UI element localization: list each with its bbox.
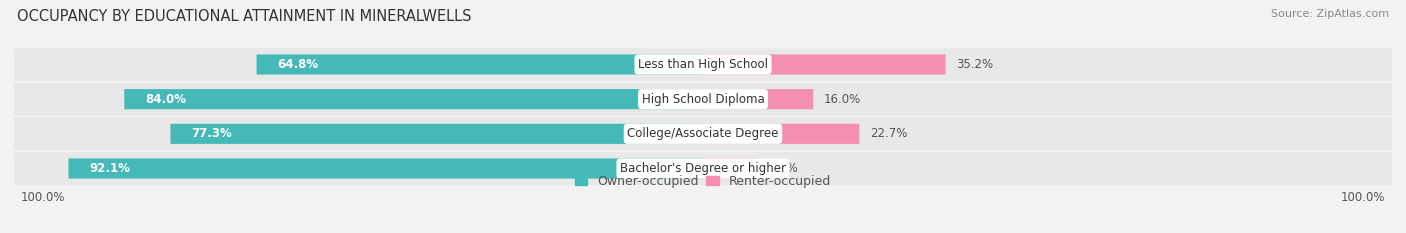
FancyBboxPatch shape [14, 83, 1392, 116]
FancyBboxPatch shape [703, 55, 945, 75]
Text: 100.0%: 100.0% [1340, 191, 1385, 204]
FancyBboxPatch shape [703, 124, 859, 144]
Text: 16.0%: 16.0% [824, 93, 860, 106]
Text: College/Associate Degree: College/Associate Degree [627, 127, 779, 140]
Text: 92.1%: 92.1% [89, 162, 129, 175]
FancyBboxPatch shape [124, 89, 703, 109]
Text: 7.9%: 7.9% [768, 162, 797, 175]
Text: 22.7%: 22.7% [870, 127, 907, 140]
Text: 100.0%: 100.0% [21, 191, 66, 204]
FancyBboxPatch shape [69, 158, 703, 178]
Text: High School Diploma: High School Diploma [641, 93, 765, 106]
Text: Less than High School: Less than High School [638, 58, 768, 71]
Text: 35.2%: 35.2% [956, 58, 993, 71]
FancyBboxPatch shape [170, 124, 703, 144]
Text: 77.3%: 77.3% [191, 127, 232, 140]
Legend: Owner-occupied, Renter-occupied: Owner-occupied, Renter-occupied [575, 175, 831, 188]
FancyBboxPatch shape [256, 55, 703, 75]
Text: Bachelor's Degree or higher: Bachelor's Degree or higher [620, 162, 786, 175]
Text: Source: ZipAtlas.com: Source: ZipAtlas.com [1271, 9, 1389, 19]
FancyBboxPatch shape [14, 117, 1392, 150]
FancyBboxPatch shape [14, 152, 1392, 185]
FancyBboxPatch shape [14, 48, 1392, 81]
FancyBboxPatch shape [703, 158, 758, 178]
Text: 64.8%: 64.8% [277, 58, 318, 71]
Text: 84.0%: 84.0% [145, 93, 186, 106]
Text: OCCUPANCY BY EDUCATIONAL ATTAINMENT IN MINERALWELLS: OCCUPANCY BY EDUCATIONAL ATTAINMENT IN M… [17, 9, 471, 24]
FancyBboxPatch shape [703, 89, 813, 109]
